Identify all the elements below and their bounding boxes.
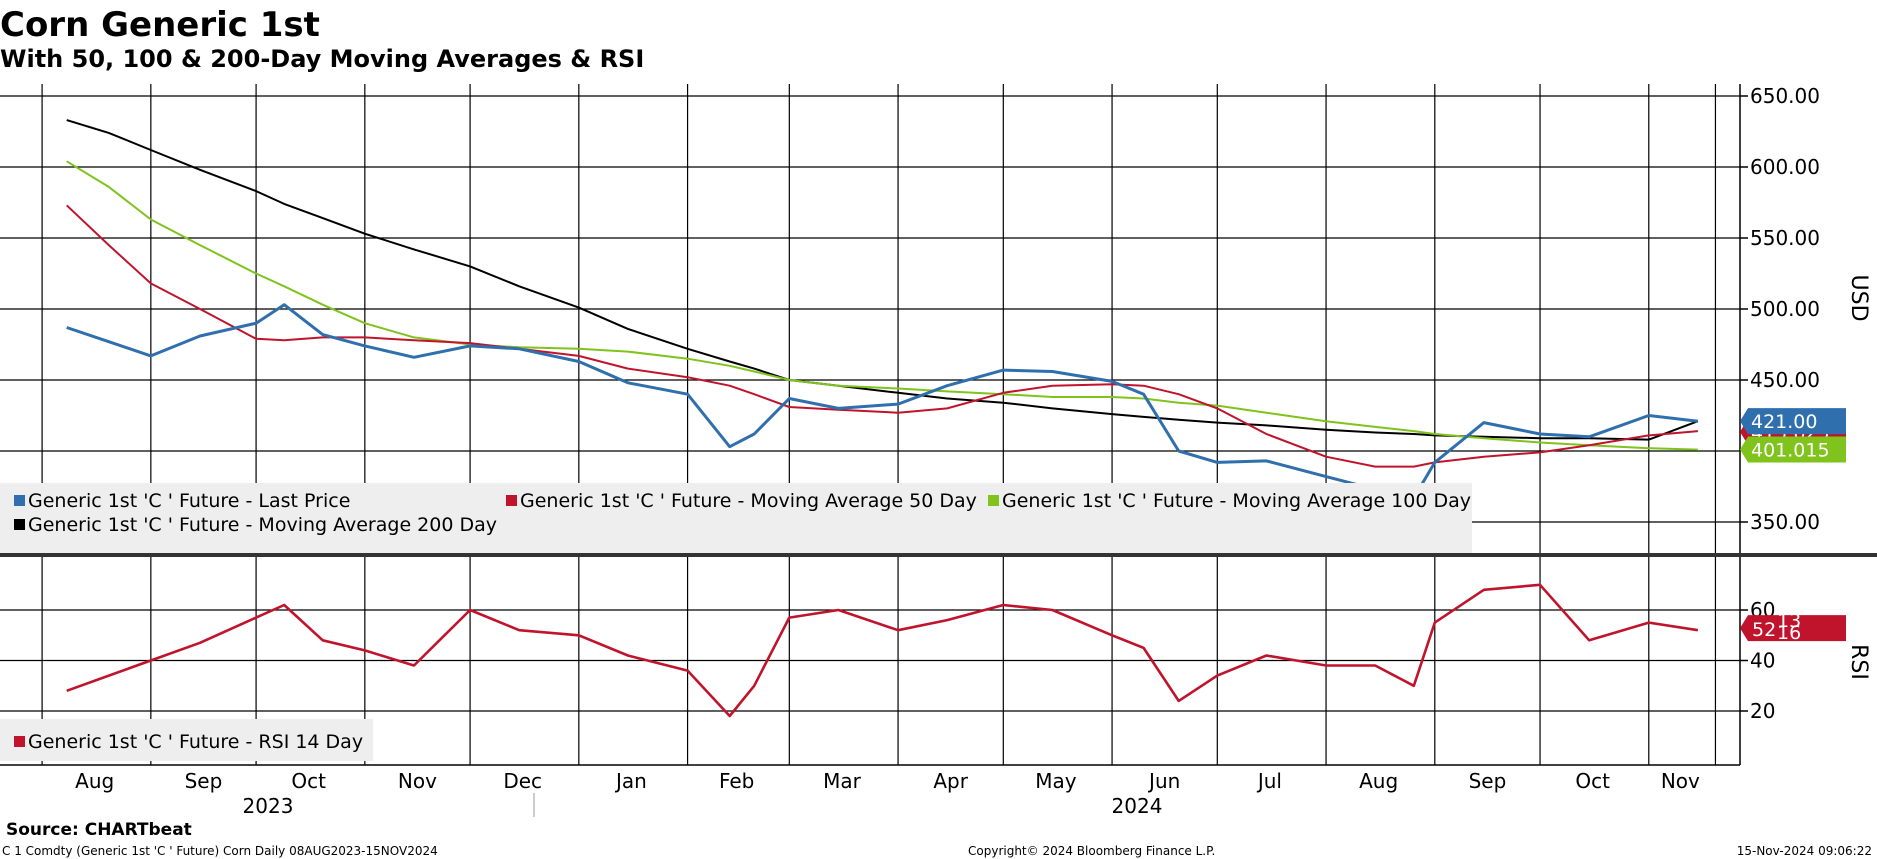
legend-label-price: Generic 1st 'C ' Future - Last Price: [28, 490, 350, 512]
x-month-label: Oct: [291, 769, 326, 793]
copyright: Copyright© 2024 Bloomberg Finance L.P.: [968, 844, 1215, 858]
x-month-label: Nov: [398, 769, 437, 793]
rsi-value-tag-denominator: 16: [1777, 622, 1801, 644]
x-month-label: Nov: [1661, 769, 1700, 793]
rsi-tick-label: 40: [1750, 649, 1775, 673]
x-month-label: Apr: [933, 769, 968, 793]
x-month-label: Sep: [185, 769, 223, 793]
rsi-value-tag-integer: 52: [1752, 619, 1776, 641]
y-axis-ticks: 650.00600.00550.00500.00450.00350.006040…: [1740, 84, 1820, 723]
series-line-ma100: [66, 160, 1698, 451]
x-month-label: Dec: [503, 769, 542, 793]
chart-subtitle: With 50, 100 & 200-Day Moving Averages &…: [0, 45, 644, 73]
rsi-value-tag-numerator: 13: [1777, 610, 1801, 632]
chart-title: Corn Generic 1st: [0, 5, 320, 45]
x-month-label: Sep: [1469, 769, 1507, 793]
x-month-label: Jan: [614, 769, 647, 793]
price-tick-label: 350.00: [1750, 510, 1820, 534]
rsi-legend: Generic 1st 'C ' Future - RSI 14 Day: [0, 719, 373, 761]
price-legend: Generic 1st 'C ' Future - Last Price Gene…: [0, 483, 1472, 553]
x-year-label: 2023: [243, 794, 294, 818]
last-value-tag-bg: [1740, 436, 1846, 463]
rsi-axis-label: RSI: [1846, 644, 1871, 680]
last-value-tag-label: 401.015: [1751, 440, 1830, 462]
legend-label-ma50: Generic 1st 'C ' Future - Moving Average…: [520, 490, 977, 512]
series-line-price: [66, 303, 1699, 500]
price-tick-label: 450.00: [1750, 368, 1820, 392]
legend-swatch-ma200: [14, 519, 25, 530]
legend-swatch-price: [14, 495, 25, 506]
rsi-legend-background: [0, 719, 373, 761]
grid: [0, 84, 1740, 765]
last-value-tag-label: 421.00: [1751, 411, 1817, 433]
price-tick-label: 500.00: [1750, 297, 1820, 321]
last-value-tag-bg: [1740, 408, 1846, 435]
series-line-rsi: [66, 583, 1699, 718]
rsi-value-tag-bg: [1740, 615, 1846, 642]
series-line-ma50: [66, 204, 1698, 468]
x-month-label: Mar: [823, 769, 862, 793]
x-month-label: Jun: [1147, 769, 1180, 793]
timestamp: 15-Nov-2024 09:06:22: [1737, 844, 1872, 858]
x-month-label: Aug: [75, 769, 114, 793]
price-tick-label: 600.00: [1750, 155, 1820, 179]
source-note: Source: CHARTbeat: [6, 820, 192, 840]
x-month-label: Aug: [1359, 769, 1398, 793]
legend-swatch-ma50: [506, 495, 517, 506]
price-tick-label: 650.00: [1750, 84, 1820, 108]
legend-label-ma200: Generic 1st 'C ' Future - Moving Average…: [28, 514, 497, 536]
x-month-label: Feb: [719, 769, 754, 793]
x-month-label: Jul: [1256, 769, 1282, 793]
rsi-tick-label: 20: [1750, 699, 1775, 723]
legend-swatch-ma100: [988, 495, 999, 506]
price-axis-label: USD: [1846, 274, 1871, 321]
legend-label-ma100: Generic 1st 'C ' Future - Moving Average…: [1002, 490, 1471, 512]
price-tick-label: 550.00: [1750, 226, 1820, 250]
ticker-info: C 1 Comdty (Generic 1st 'C ' Future) Cor…: [2, 844, 438, 858]
series-line-ma200: [66, 119, 1699, 441]
price-legend-background: [0, 483, 1472, 553]
plot-frame: [0, 84, 1877, 766]
legend-swatch-rsi: [14, 736, 25, 747]
x-month-label: May: [1035, 769, 1077, 793]
legend-label-rsi: Generic 1st 'C ' Future - RSI 14 Day: [28, 731, 363, 753]
x-month-label: Oct: [1575, 769, 1610, 793]
x-axis: Aug Sep Oct Nov Dec Jan Feb Mar Apr May Jun Jul Aug S…: [75, 769, 1700, 818]
series-layer: [66, 119, 1699, 718]
x-year-label: 2024: [1112, 794, 1163, 818]
